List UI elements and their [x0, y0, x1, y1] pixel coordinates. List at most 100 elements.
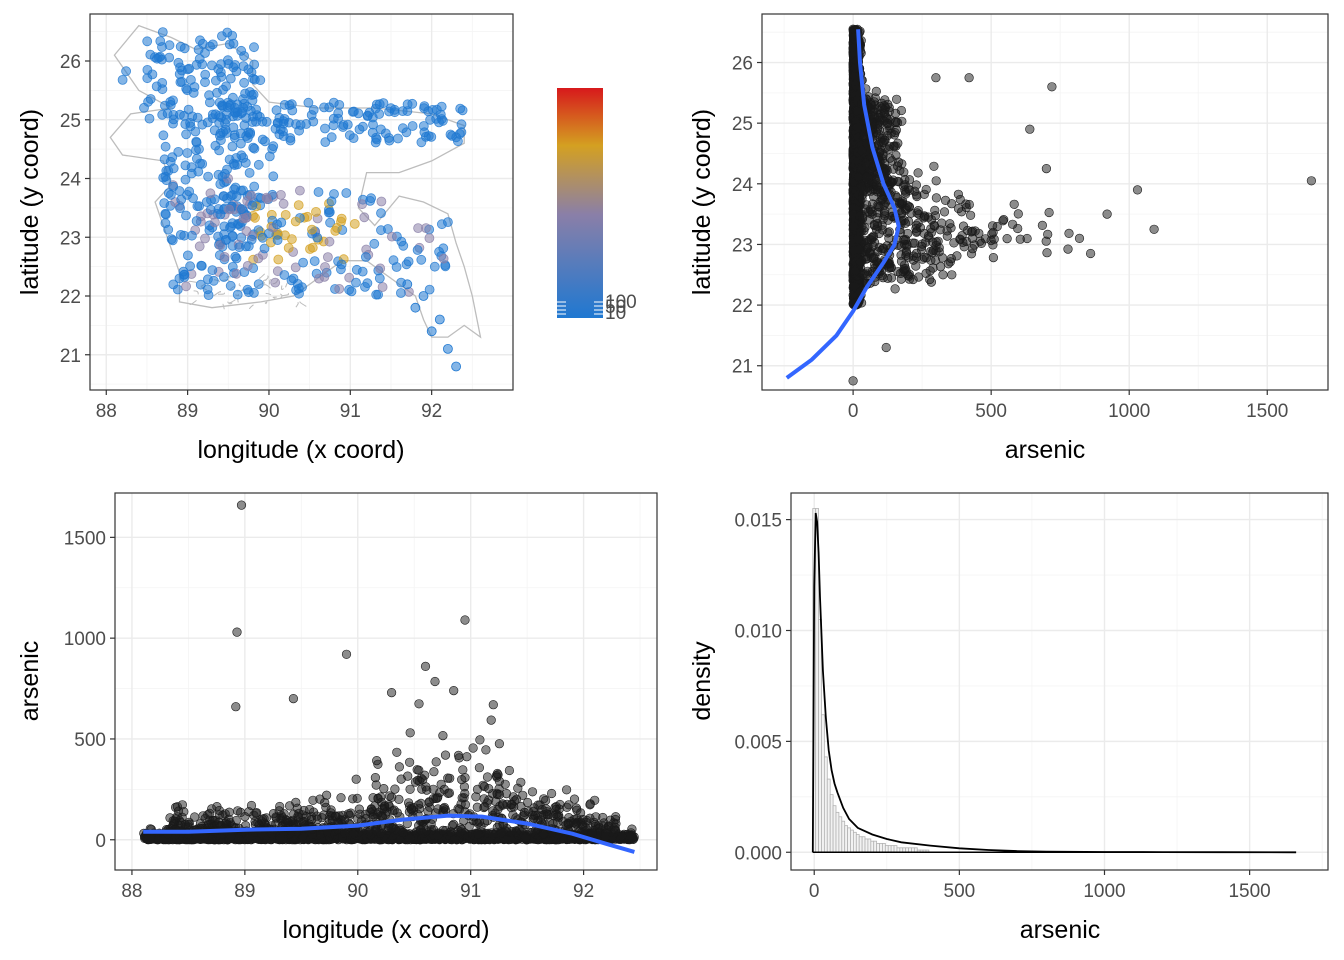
data-point: [462, 752, 472, 762]
map-point: [242, 284, 253, 295]
map-point: [270, 277, 281, 288]
data-point: [852, 122, 862, 132]
map-point: [307, 224, 317, 235]
data-point: [1009, 199, 1019, 209]
data-point: [915, 223, 926, 233]
map-point: [348, 133, 359, 144]
outlier-point: [848, 376, 858, 386]
map-point: [424, 233, 435, 244]
map-point: [272, 219, 283, 230]
map-point: [376, 208, 386, 219]
map-point: [253, 159, 264, 170]
map-point: [268, 141, 279, 152]
map-point: [257, 116, 268, 127]
data-point: [886, 128, 896, 138]
map-point: [222, 164, 232, 175]
map-point: [424, 284, 435, 295]
map-point: [320, 137, 331, 148]
map-point: [382, 224, 393, 234]
map-point: [181, 129, 192, 140]
map-point: [272, 235, 283, 246]
map-point: [334, 283, 345, 294]
map-point: [357, 121, 368, 132]
data-point: [900, 185, 910, 195]
map-point: [195, 279, 206, 290]
map-point: [181, 281, 192, 292]
map-point: [319, 102, 330, 113]
data-point: [891, 150, 901, 160]
data-point: [405, 757, 415, 767]
data-point: [405, 728, 415, 738]
data-point: [561, 785, 572, 795]
map-point: [294, 185, 305, 196]
data-point: [1063, 244, 1073, 254]
map-point: [421, 223, 431, 234]
map-point: [395, 288, 406, 298]
data-point: [854, 172, 864, 182]
map-point: [311, 206, 321, 217]
map-point: [320, 262, 330, 272]
map-point: [147, 69, 158, 80]
map-point: [179, 269, 189, 280]
data-point: [891, 94, 902, 104]
map-point: [202, 274, 213, 285]
colorbar: 10 50 100: [557, 88, 637, 324]
data-point: [153, 835, 163, 845]
data-point: [913, 168, 923, 178]
map-point: [224, 39, 235, 50]
data-point: [871, 86, 881, 96]
map-point: [241, 212, 252, 223]
delta-river: [264, 301, 268, 305]
data-point: [890, 108, 901, 118]
y-tick-label: 26: [60, 52, 81, 73]
data-point: [1007, 219, 1018, 229]
map-point: [362, 278, 373, 289]
outlier-point: [1041, 164, 1051, 174]
map-point: [322, 252, 333, 263]
y-tick-label: 25: [60, 111, 81, 132]
data-point: [923, 231, 934, 241]
map-point: [336, 259, 347, 270]
map-point: [250, 212, 260, 223]
map-point: [273, 254, 284, 265]
map-point: [194, 241, 205, 252]
data-point: [856, 182, 867, 192]
x-tick-label: 90: [258, 401, 279, 422]
map-point: [176, 194, 187, 205]
map-point: [268, 171, 279, 182]
map-point: [167, 152, 178, 163]
map-point: [236, 150, 247, 161]
delta-river: [258, 273, 266, 279]
data-point: [379, 783, 389, 794]
map-point: [215, 128, 226, 139]
map-point: [307, 242, 318, 253]
map-point: [280, 209, 291, 220]
map-point: [186, 162, 197, 173]
map-point: [180, 119, 191, 129]
map-point: [175, 77, 186, 87]
map-point: [188, 193, 198, 204]
data-point: [853, 234, 863, 244]
delta-river: [213, 291, 222, 297]
map-point: [359, 212, 370, 223]
map-point: [157, 78, 168, 88]
data-point: [921, 184, 931, 195]
data-point: [962, 225, 973, 236]
colorbar-label-100: 100: [605, 292, 637, 313]
map-point: [297, 282, 307, 293]
map-point: [260, 136, 270, 147]
data-point: [947, 270, 957, 280]
map-point: [349, 218, 360, 229]
map-point: [455, 103, 466, 114]
y-tick-label: 21: [60, 346, 81, 367]
x-axis-title: longitude (x coord): [197, 436, 404, 464]
outlier-point: [1074, 233, 1085, 243]
map-point: [218, 272, 229, 282]
x-tick-label: 89: [177, 401, 198, 422]
data-point: [926, 255, 936, 265]
data-point: [1022, 233, 1032, 244]
data-point: [939, 207, 950, 217]
map-point: [194, 54, 205, 64]
data-point: [872, 180, 882, 190]
